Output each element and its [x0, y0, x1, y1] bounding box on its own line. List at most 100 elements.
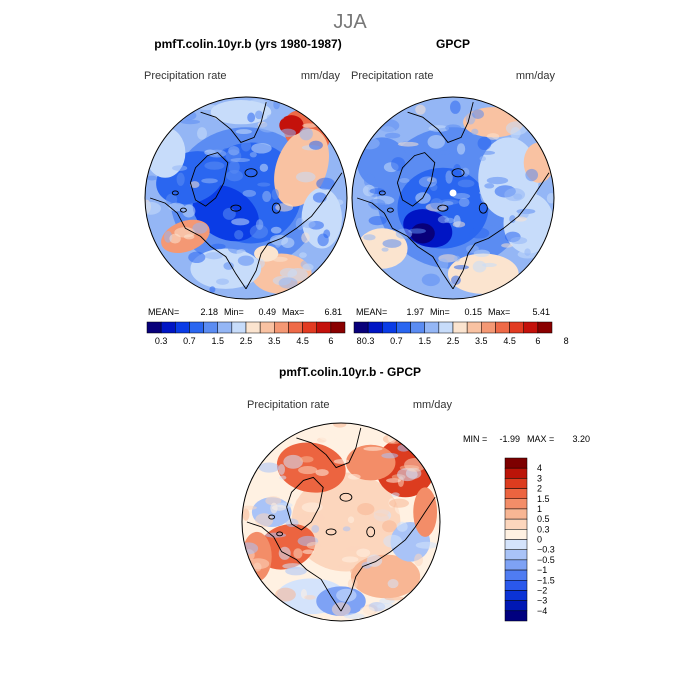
- field-patch: [295, 513, 311, 521]
- field-patch: [350, 568, 359, 575]
- field-patch: [451, 275, 461, 285]
- field-patch: [428, 125, 450, 132]
- field-patch: [259, 163, 269, 172]
- colorbar-swatch: [523, 321, 539, 334]
- field-patch: [504, 188, 526, 202]
- field-patch: [486, 133, 500, 140]
- field-patch: [479, 156, 486, 162]
- panel-title: GPCP: [436, 37, 470, 51]
- field-patch: [347, 473, 361, 480]
- colorbar-swatch: [367, 321, 383, 334]
- field-patch: [384, 132, 401, 139]
- field-patch: [333, 459, 350, 464]
- field-patch: [480, 189, 488, 203]
- stats-line: MEAN= 1.97 Min= 0.15 Max= 5.41: [356, 307, 550, 317]
- field-patch: [253, 562, 262, 572]
- field-patch: [210, 243, 226, 250]
- map-boundary: [144, 96, 348, 300]
- panel-observed: GPCP Precipitation rate mm/day MEAN= 1.9…: [351, 37, 569, 346]
- panel-title: pmfT.colin.10yr.b - GPCP: [279, 365, 421, 379]
- colorbar-tick-label: 3: [537, 473, 542, 483]
- colorbar-tick-label: −0.3: [537, 545, 555, 555]
- field-patch: [197, 127, 208, 140]
- colorbar-swatch: [316, 321, 332, 334]
- field-patch: [222, 207, 236, 220]
- field-patch: [275, 587, 296, 602]
- field-patch: [442, 201, 454, 206]
- field-patch: [302, 263, 314, 271]
- colorbar-swatch: [382, 321, 397, 334]
- field-patch: [479, 150, 496, 155]
- field-patch: [450, 100, 461, 114]
- max-label: MAX =: [527, 434, 554, 444]
- field-patch: [279, 128, 296, 138]
- field-patch: [299, 127, 313, 141]
- field-patch: [247, 99, 268, 108]
- max-label: Max=: [282, 307, 304, 317]
- field-patch: [368, 216, 387, 226]
- max-label: Max=: [488, 307, 510, 317]
- field-patch: [341, 556, 359, 563]
- colorbar-swatch: [504, 488, 528, 499]
- colorbar-tick-label: 1.5: [537, 494, 550, 504]
- field-patch: [486, 176, 509, 185]
- colorbar-swatch: [504, 508, 528, 520]
- field-patch: [363, 234, 376, 241]
- field-patch: [510, 236, 528, 245]
- field-patch: [279, 475, 287, 480]
- field-patch: [437, 258, 449, 271]
- field-patch: [230, 158, 251, 163]
- colorbar-swatch: [175, 321, 190, 334]
- colorbar-swatch: [302, 321, 317, 334]
- field-patch: [471, 128, 479, 135]
- panel-difference: pmfT.colin.10yr.b - GPCP Precipitation r…: [241, 365, 590, 622]
- colorbar-swatch: [504, 549, 528, 561]
- colorbar-swatch: [288, 321, 303, 334]
- field-patch: [415, 541, 438, 549]
- colorbar-swatch: [424, 321, 440, 334]
- field-patch: [397, 141, 419, 147]
- field-patch: [309, 140, 323, 150]
- colorbar-swatch: [245, 321, 261, 334]
- field-patch: [384, 596, 405, 601]
- field-patch: [399, 178, 410, 184]
- field-patch: [363, 446, 383, 451]
- field-patch: [278, 277, 298, 289]
- panel-title: pmfT.colin.10yr.b (yrs 1980-1987): [154, 37, 341, 51]
- field-patch: [381, 247, 389, 252]
- field-patch: [189, 181, 200, 189]
- field-patch: [271, 504, 287, 511]
- polar-map: [144, 96, 348, 300]
- colorbar-swatch: [259, 321, 275, 334]
- field-patch: [362, 184, 376, 197]
- field-patch: [172, 165, 188, 171]
- field-patch: [302, 123, 317, 128]
- field-patch: [312, 192, 327, 203]
- field-patch: [336, 588, 357, 602]
- field-patch: [188, 251, 206, 263]
- field-patch: [234, 229, 244, 240]
- colorbar-swatch: [189, 321, 204, 334]
- field-patch: [345, 444, 396, 481]
- field-patch: [439, 150, 451, 155]
- colorbar-tick-label: 0: [537, 535, 542, 545]
- min-value: 0.15: [464, 307, 482, 317]
- mean-value: 1.97: [406, 307, 424, 317]
- colorbar-swatch: [504, 539, 528, 550]
- colorbar: 0.3 0.7 1.5 2.5 3.5 4.5 6 8: [353, 321, 569, 346]
- field-patch: [344, 613, 365, 620]
- field-patch: [174, 227, 196, 238]
- colorbar-swatch: [410, 321, 425, 334]
- colorbar-swatch: [509, 321, 524, 334]
- colorbar-swatch: [504, 569, 528, 581]
- field-patch: [316, 177, 335, 190]
- minmax-line: MIN = -1.99 MAX = 3.20: [463, 434, 590, 444]
- field-patch: [278, 463, 285, 475]
- field-patch: [201, 178, 218, 184]
- coastline: [246, 427, 436, 612]
- colorbar-tick-label: −2: [537, 585, 547, 595]
- mean-label: MEAN=: [356, 307, 387, 317]
- field-patch: [281, 237, 295, 248]
- field-patch: [410, 223, 435, 244]
- field-patch: [293, 548, 303, 559]
